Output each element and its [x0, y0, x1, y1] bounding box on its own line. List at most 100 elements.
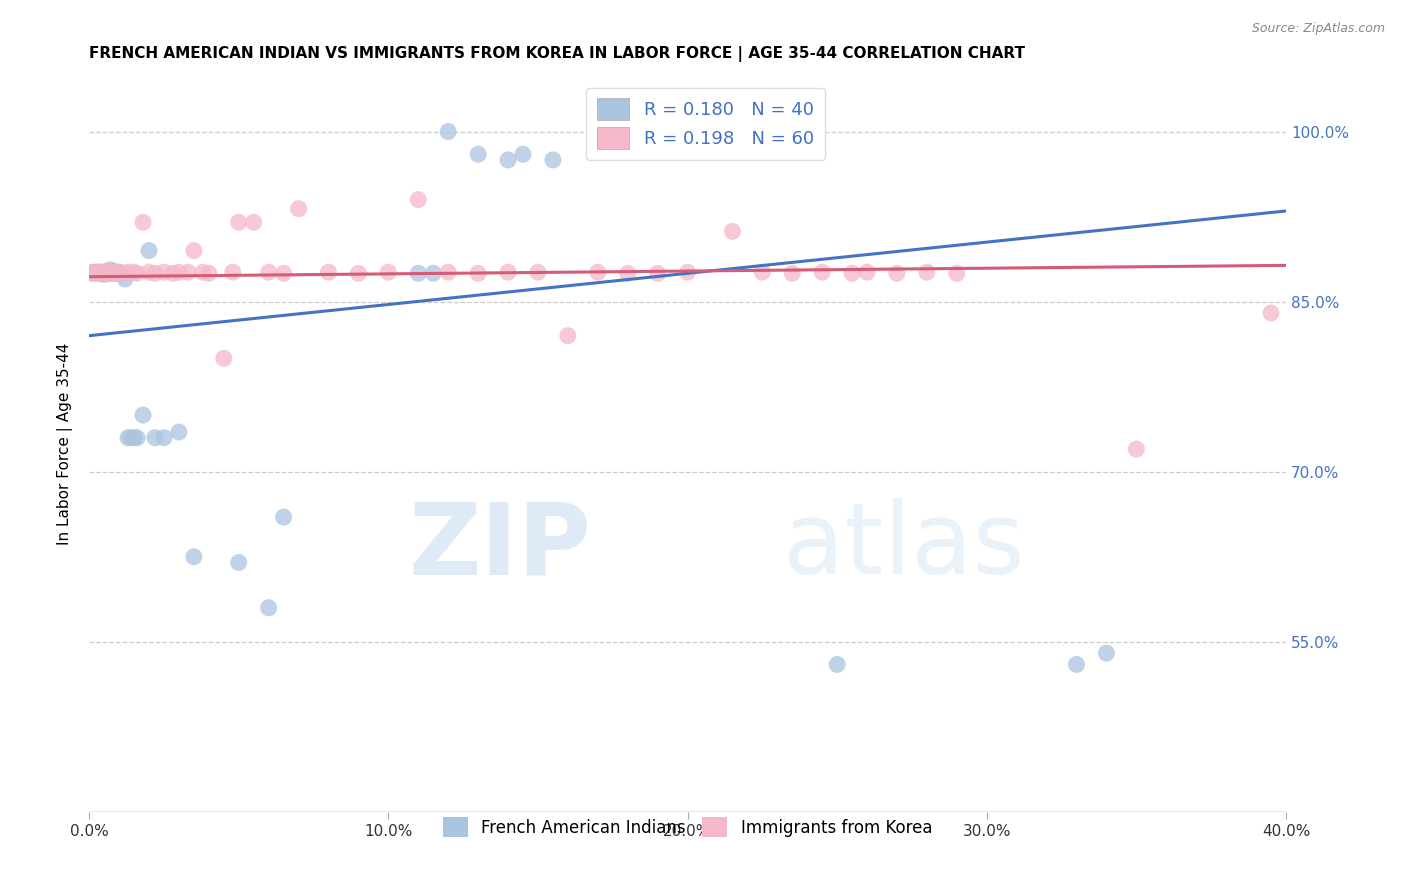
- Point: [183, 549, 205, 564]
- Point: [114, 272, 136, 286]
- Point: [212, 351, 235, 366]
- Point: [1066, 657, 1088, 672]
- Point: [183, 244, 205, 258]
- Point: [98, 266, 121, 280]
- Point: [1095, 646, 1118, 660]
- Point: [780, 266, 803, 280]
- Point: [96, 266, 118, 280]
- Point: [198, 266, 221, 280]
- Point: [101, 264, 124, 278]
- Point: [437, 125, 460, 139]
- Point: [512, 147, 534, 161]
- Point: [467, 266, 489, 280]
- Point: [114, 266, 136, 280]
- Point: [557, 328, 579, 343]
- Point: [143, 431, 166, 445]
- Point: [406, 266, 429, 280]
- Point: [125, 431, 148, 445]
- Point: [422, 266, 444, 280]
- Point: [467, 147, 489, 161]
- Point: [93, 268, 115, 282]
- Point: [177, 265, 200, 279]
- Point: [841, 266, 863, 280]
- Point: [751, 265, 773, 279]
- Point: [676, 265, 699, 279]
- Point: [93, 265, 115, 279]
- Point: [437, 265, 460, 279]
- Point: [132, 215, 155, 229]
- Point: [228, 215, 250, 229]
- Point: [96, 266, 118, 280]
- Point: [138, 265, 160, 279]
- Y-axis label: In Labor Force | Age 35-44: In Labor Force | Age 35-44: [58, 343, 73, 545]
- Point: [886, 266, 908, 280]
- Point: [90, 266, 112, 280]
- Point: [191, 265, 214, 279]
- Point: [153, 265, 176, 279]
- Point: [946, 266, 969, 280]
- Point: [90, 266, 112, 280]
- Text: Source: ZipAtlas.com: Source: ZipAtlas.com: [1251, 22, 1385, 36]
- Point: [101, 266, 124, 280]
- Text: atlas: atlas: [783, 498, 1025, 595]
- Point: [84, 266, 107, 280]
- Point: [228, 556, 250, 570]
- Point: [90, 265, 112, 279]
- Point: [98, 263, 121, 277]
- Point: [87, 265, 110, 279]
- Point: [496, 265, 519, 279]
- Point: [1125, 442, 1147, 456]
- Point: [406, 193, 429, 207]
- Legend: French American Indians, Immigrants from Korea: French American Indians, Immigrants from…: [436, 811, 939, 844]
- Point: [915, 265, 938, 279]
- Point: [98, 265, 121, 279]
- Point: [257, 265, 280, 279]
- Point: [496, 153, 519, 167]
- Point: [108, 266, 131, 280]
- Point: [541, 153, 564, 167]
- Point: [222, 265, 245, 279]
- Point: [825, 657, 848, 672]
- Point: [811, 265, 834, 279]
- Point: [87, 266, 110, 280]
- Point: [273, 510, 295, 524]
- Point: [153, 431, 176, 445]
- Point: [856, 265, 879, 279]
- Text: FRENCH AMERICAN INDIAN VS IMMIGRANTS FROM KOREA IN LABOR FORCE | AGE 35-44 CORRE: FRENCH AMERICAN INDIAN VS IMMIGRANTS FRO…: [89, 46, 1025, 62]
- Point: [117, 431, 139, 445]
- Point: [108, 265, 131, 279]
- Point: [721, 224, 744, 238]
- Point: [87, 265, 110, 279]
- Point: [105, 265, 128, 279]
- Point: [167, 265, 190, 279]
- Point: [167, 425, 190, 439]
- Point: [82, 265, 104, 279]
- Point: [84, 265, 107, 279]
- Point: [318, 265, 340, 279]
- Point: [93, 266, 115, 280]
- Point: [108, 266, 131, 280]
- Point: [96, 264, 118, 278]
- Point: [143, 266, 166, 280]
- Point: [105, 266, 128, 280]
- Point: [122, 431, 145, 445]
- Text: ZIP: ZIP: [409, 498, 592, 595]
- Point: [527, 265, 550, 279]
- Point: [162, 266, 184, 280]
- Point: [242, 215, 264, 229]
- Point: [117, 265, 139, 279]
- Point: [111, 266, 134, 280]
- Point: [120, 431, 142, 445]
- Point: [377, 265, 399, 279]
- Point: [93, 265, 115, 279]
- Point: [101, 266, 124, 280]
- Point: [125, 266, 148, 280]
- Point: [273, 266, 295, 280]
- Point: [586, 265, 609, 279]
- Point: [647, 266, 669, 280]
- Point: [1260, 306, 1282, 320]
- Point: [98, 266, 121, 280]
- Point: [122, 265, 145, 279]
- Point: [287, 202, 309, 216]
- Point: [132, 408, 155, 422]
